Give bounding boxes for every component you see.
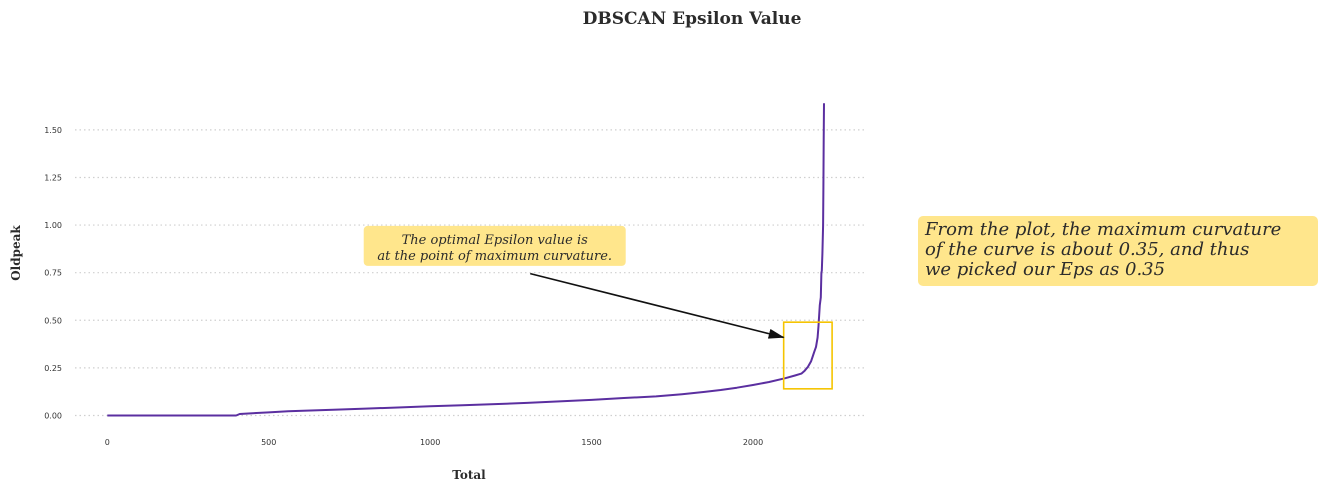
annotation-text-line: The optimal Epsilon value is [402, 233, 589, 248]
y-tick-label: 1.00 [44, 221, 62, 230]
side-note-box [918, 216, 1318, 286]
x-tick-label: 500 [261, 438, 276, 447]
series-group [107, 103, 825, 417]
x-tick-labels: 0 500 1000 1500 2000 [105, 438, 763, 447]
y-axis-label: Oldpeak [9, 225, 23, 281]
y-tick-label: 1.50 [44, 126, 62, 135]
x-axis-label: Total [452, 468, 486, 482]
x-tick-label: 1000 [420, 438, 440, 447]
side-note-line: of the curve is about 0.35, and thus [925, 239, 1249, 260]
grid-lines [75, 129, 866, 417]
y-tick-label: 0.50 [44, 316, 62, 325]
series-line-0 [107, 103, 825, 417]
y-tick-label: 0.75 [44, 269, 62, 278]
annotation-text-line: at the point of maximum curvature. [377, 249, 612, 264]
side-note-line: From the plot, the maximum curvature [924, 219, 1281, 240]
annotation-box [363, 225, 626, 266]
highlight-box [782, 321, 833, 390]
y-tick-label: 0.00 [44, 411, 62, 420]
y-tick-labels: 0.00 0.25 0.50 0.75 1.00 1.25 1.50 [44, 126, 62, 421]
y-tick-label: 0.25 [44, 364, 62, 373]
highlight-group [782, 321, 833, 390]
chart-title: DBSCAN Epsilon Value [583, 9, 802, 29]
side-note-line: we picked our Eps as 0.35 [925, 259, 1165, 280]
x-tick-label: 0 [105, 438, 110, 447]
x-tick-label: 1500 [581, 438, 601, 447]
x-tick-label: 2000 [743, 438, 763, 447]
y-tick-label: 1.25 [44, 173, 62, 182]
annotation-arrow [530, 272, 785, 339]
